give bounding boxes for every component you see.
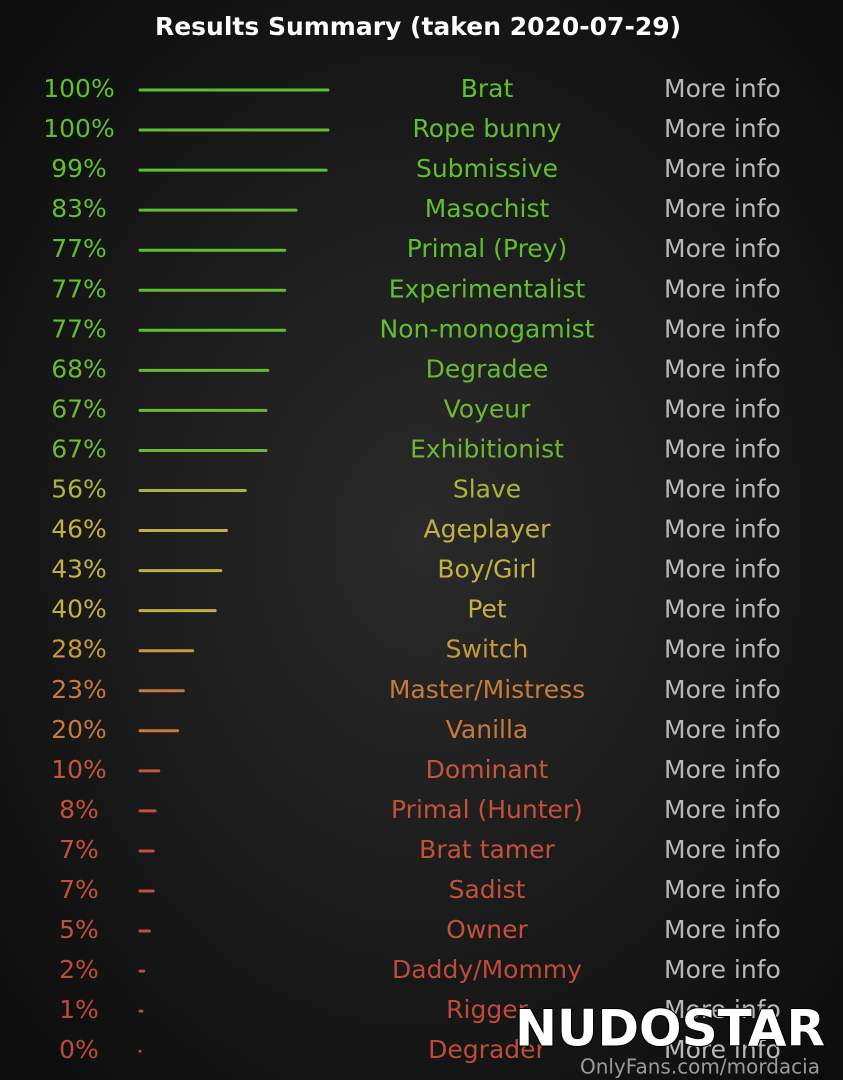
more-info-link[interactable]: More info <box>664 434 781 463</box>
more-info-link[interactable]: More info <box>664 114 781 143</box>
more-info-link[interactable]: More info <box>664 755 781 784</box>
more-info-link[interactable]: More info <box>664 314 781 343</box>
percent-label: 43% <box>51 555 107 584</box>
percent-label: 1% <box>59 995 99 1024</box>
more-info-link[interactable]: More info <box>664 875 781 904</box>
category-label: Boy/Girl <box>437 555 536 584</box>
percent-label: 67% <box>51 394 107 423</box>
percent-label: 83% <box>51 194 107 223</box>
more-info-link[interactable]: More info <box>664 1035 781 1064</box>
percent-label: 77% <box>51 314 107 343</box>
category-label: Voyeur <box>444 394 531 423</box>
percent-label: 23% <box>51 675 107 704</box>
category-label: Primal (Hunter) <box>391 795 583 824</box>
more-info-link[interactable]: More info <box>664 555 781 584</box>
category-label: Slave <box>453 475 521 504</box>
percent-label: 7% <box>59 835 99 864</box>
more-info-link[interactable]: More info <box>664 715 781 744</box>
more-info-link[interactable]: More info <box>664 835 781 864</box>
more-info-link[interactable]: More info <box>664 595 781 624</box>
percent-label: 100% <box>43 74 114 103</box>
percent-label: 2% <box>59 955 99 984</box>
percent-label: 7% <box>59 875 99 904</box>
category-label: Experimentalist <box>389 274 586 303</box>
percent-label: 20% <box>51 715 107 744</box>
more-info-link[interactable]: More info <box>664 394 781 423</box>
category-label: Daddy/Mommy <box>392 955 582 984</box>
percent-label: 100% <box>43 114 114 143</box>
category-label: Master/Mistress <box>389 675 585 704</box>
category-label: Rigger <box>446 995 528 1024</box>
category-label: Degradee <box>426 354 549 383</box>
percent-label: 56% <box>51 475 107 504</box>
percent-label: 10% <box>51 755 107 784</box>
category-label: Degrader <box>428 1035 546 1064</box>
category-label: Ageplayer <box>424 515 552 544</box>
percent-label: 8% <box>59 795 99 824</box>
percent-label: 68% <box>51 354 107 383</box>
more-info-link[interactable]: More info <box>664 234 781 263</box>
more-info-link[interactable]: More info <box>664 274 781 303</box>
percent-label: 77% <box>51 274 107 303</box>
watermark-url: OnlyFans.com/mordacia <box>580 1055 820 1079</box>
more-info-link[interactable]: More info <box>664 675 781 704</box>
category-label: Non-monogamist <box>380 314 595 343</box>
title: Results Summary (taken 2020-07-29) <box>155 12 681 41</box>
category-label: Owner <box>446 915 528 944</box>
percent-label: 0% <box>59 1035 99 1064</box>
category-label: Switch <box>446 635 529 664</box>
category-label: Vanilla <box>446 715 528 744</box>
category-label: Primal (Prey) <box>407 234 567 263</box>
category-label: Masochist <box>425 194 550 223</box>
more-info-link[interactable]: More info <box>664 154 781 183</box>
percent-label: 40% <box>51 595 107 624</box>
percent-label: 28% <box>51 635 107 664</box>
percent-label: 67% <box>51 434 107 463</box>
percent-label: 46% <box>51 515 107 544</box>
more-info-link[interactable]: More info <box>664 915 781 944</box>
more-info-link[interactable]: More info <box>664 995 781 1024</box>
more-info-link[interactable]: More info <box>664 74 781 103</box>
percent-label: 99% <box>51 154 107 183</box>
more-info-link[interactable]: More info <box>664 475 781 504</box>
category-label: Sadist <box>449 875 526 904</box>
category-label: Brat tamer <box>419 835 555 864</box>
more-info-link[interactable]: More info <box>664 955 781 984</box>
results: 100% Brat More info 100% Rope bunny More info… <box>43 74 781 1064</box>
category-label: Exhibitionist <box>410 434 564 463</box>
more-info-link[interactable]: More info <box>664 515 781 544</box>
more-info-link[interactable]: More info <box>664 635 781 664</box>
watermark: NUDOSTAR <box>515 1000 825 1058</box>
category-label: Rope bunny <box>413 114 562 143</box>
more-info-link[interactable]: More info <box>664 795 781 824</box>
category-label: Submissive <box>416 154 558 183</box>
category-label: Dominant <box>426 755 549 784</box>
more-info-link[interactable]: More info <box>664 354 781 383</box>
category-label: Pet <box>467 595 507 624</box>
category-label: Brat <box>461 74 514 103</box>
percent-label: 77% <box>51 234 107 263</box>
more-info-link[interactable]: More info <box>664 194 781 223</box>
percent-label: 5% <box>59 915 99 944</box>
